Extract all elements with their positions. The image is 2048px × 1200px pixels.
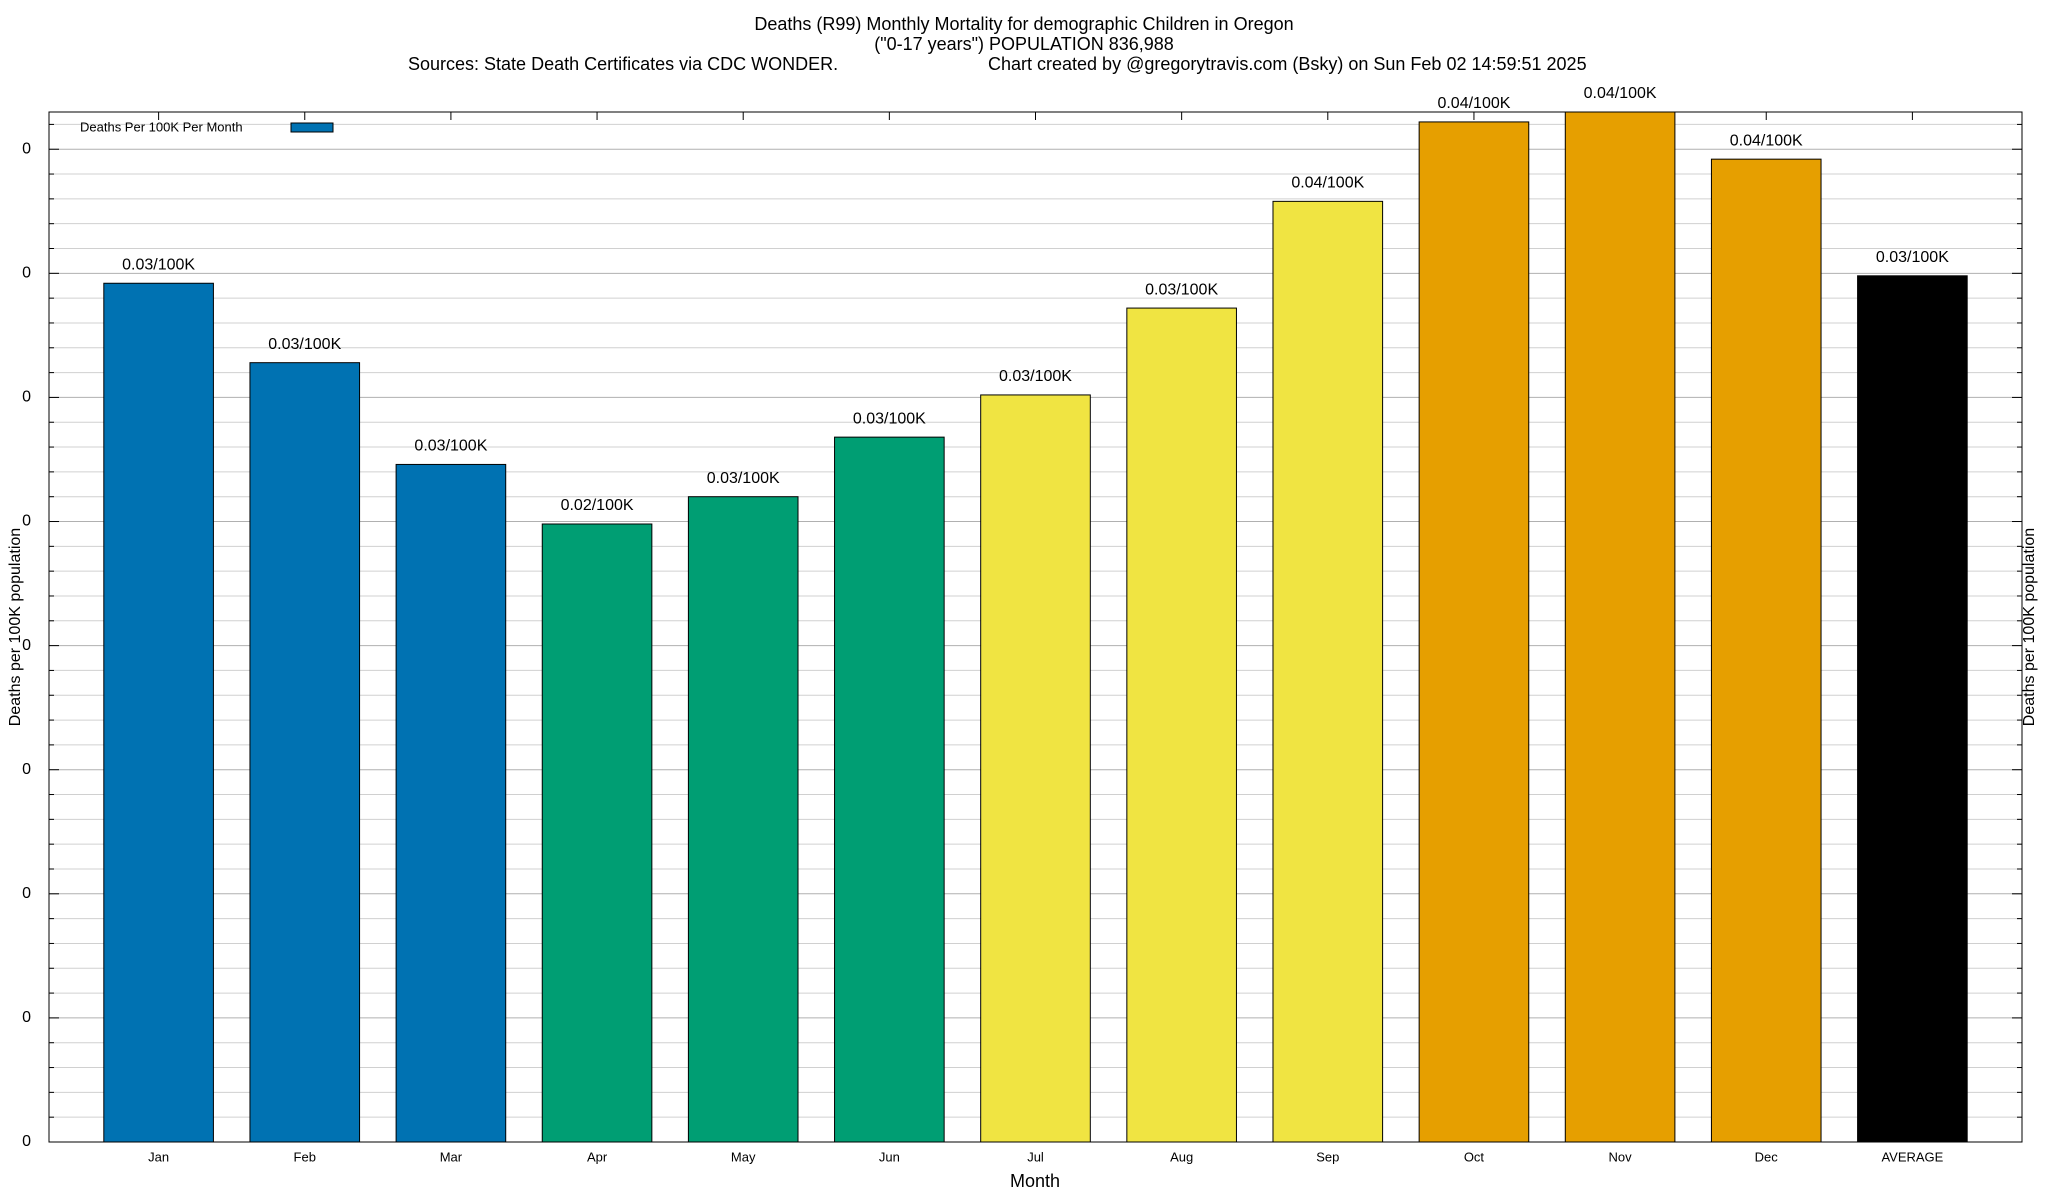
- y-tick-label: 0: [22, 140, 31, 157]
- data-label: 0.03/100K: [122, 256, 195, 273]
- x-tick-label: Mar: [440, 1149, 463, 1164]
- y-tick-label: 0: [22, 513, 31, 530]
- x-tick-label: Nov: [1609, 1149, 1633, 1164]
- bar: [980, 394, 1091, 1143]
- y-tick-label: 0: [22, 389, 31, 406]
- data-label: 0.03/100K: [1145, 281, 1218, 298]
- credit: Chart created by @gregorytravis.com (Bsk…: [988, 54, 1587, 74]
- data-label: 0.03/100K: [1876, 249, 1949, 266]
- source: Sources: State Death Certificates via CD…: [408, 54, 838, 74]
- y-axis-label: Deaths per 100K population: [7, 528, 24, 726]
- legend-swatch: [290, 122, 334, 133]
- x-tick-label: Aug: [1170, 1149, 1193, 1164]
- data-label: 0.02/100K: [561, 497, 634, 514]
- y-tick-label: 0: [22, 1009, 31, 1026]
- x-tick-label: AVERAGE: [1881, 1149, 1943, 1164]
- x-tick-label: May: [731, 1149, 756, 1164]
- y-tick-label: 0: [22, 885, 31, 902]
- legend-label: Deaths Per 100K Per Month: [80, 119, 243, 134]
- bar: [687, 496, 799, 1143]
- x-tick-label: Jul: [1027, 1149, 1044, 1164]
- data-label: 0.04/100K: [1437, 95, 1510, 112]
- x-tick-label: Sep: [1316, 1149, 1339, 1164]
- chart-title: Deaths (R99) Monthly Mortality for demog…: [754, 14, 1293, 34]
- bar: [1710, 158, 1822, 1143]
- y-tick-label: 0: [22, 761, 31, 778]
- y2-axis-label: Deaths per 100K population: [2021, 528, 2038, 726]
- data-label: 0.04/100K: [1584, 85, 1657, 102]
- bar: [541, 523, 653, 1143]
- data-label: 0.04/100K: [1291, 175, 1364, 192]
- x-tick-label: Jun: [879, 1149, 900, 1164]
- bar: [1126, 307, 1237, 1143]
- bar: [103, 282, 214, 1143]
- data-label: 0.03/100K: [268, 336, 341, 353]
- x-axis-label: Month: [1010, 1171, 1060, 1191]
- y-tick-label: 0: [22, 1133, 31, 1150]
- x-tick-label: Apr: [587, 1149, 608, 1164]
- x-tick-label: Jan: [148, 1149, 169, 1164]
- x-tick-label: Feb: [294, 1149, 316, 1164]
- data-label: 0.03/100K: [999, 368, 1072, 385]
- bar: [395, 463, 507, 1143]
- bar: [1418, 121, 1530, 1143]
- y-tick-label: 0: [22, 637, 31, 654]
- plot-frame: [48, 111, 2023, 1143]
- bar: [249, 362, 361, 1143]
- x-tick-label: Dec: [1755, 1149, 1779, 1164]
- bar: [1272, 200, 1384, 1143]
- data-label: 0.03/100K: [853, 410, 926, 427]
- data-label: 0.04/100K: [1730, 132, 1803, 149]
- bar: [1857, 275, 1968, 1143]
- bar: [834, 436, 945, 1143]
- y-tick-label: 0: [22, 265, 31, 282]
- x-tick-label: Oct: [1464, 1149, 1485, 1164]
- data-label: 0.03/100K: [707, 470, 780, 487]
- bar: [1564, 111, 1676, 1143]
- data-label: 0.03/100K: [414, 438, 487, 455]
- chart-subtitle: ("0-17 years") POPULATION 836,988: [874, 34, 1174, 54]
